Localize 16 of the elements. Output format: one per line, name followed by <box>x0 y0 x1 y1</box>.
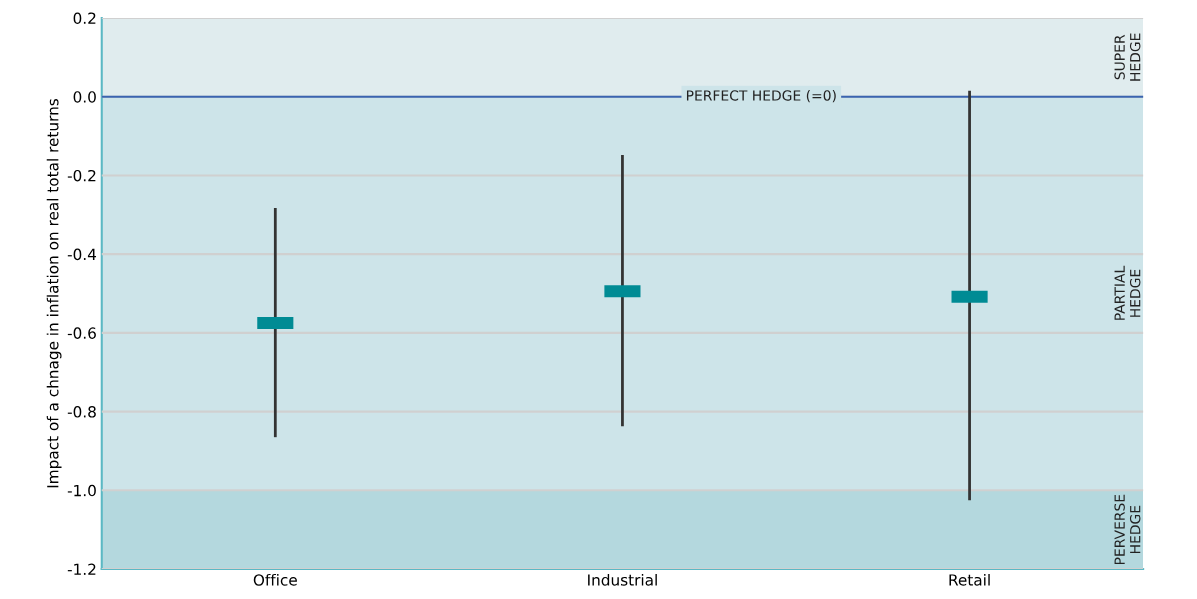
x-tick-label: Office <box>253 573 297 586</box>
band-label: PERVERSE HEDGE <box>1114 494 1141 565</box>
y-tick-label: -0.8 <box>67 406 96 418</box>
y-tick-label: -0.4 <box>67 248 97 261</box>
y-axis-title: Impact of a chnage in inflation on real total returns <box>46 98 62 488</box>
y-tick-label: -1.2 <box>67 563 96 575</box>
y-tick-label: -0.2 <box>67 169 96 182</box>
y-tick-label: -1.0 <box>67 484 96 497</box>
band-label: PARTIAL HEDGE <box>1114 265 1141 320</box>
y-tick-label: 0.2 <box>73 12 96 24</box>
band-label: SUPER HEDGE <box>1114 33 1141 81</box>
y-tick-label: -0.6 <box>67 327 96 339</box>
x-tick-label: Industrial <box>588 573 657 586</box>
y-tick-label: 0.0 <box>73 91 96 103</box>
x-tick-label: Retail <box>949 573 990 586</box>
ref-line-label: PERFECT HEDGE (=0) <box>686 89 836 103</box>
